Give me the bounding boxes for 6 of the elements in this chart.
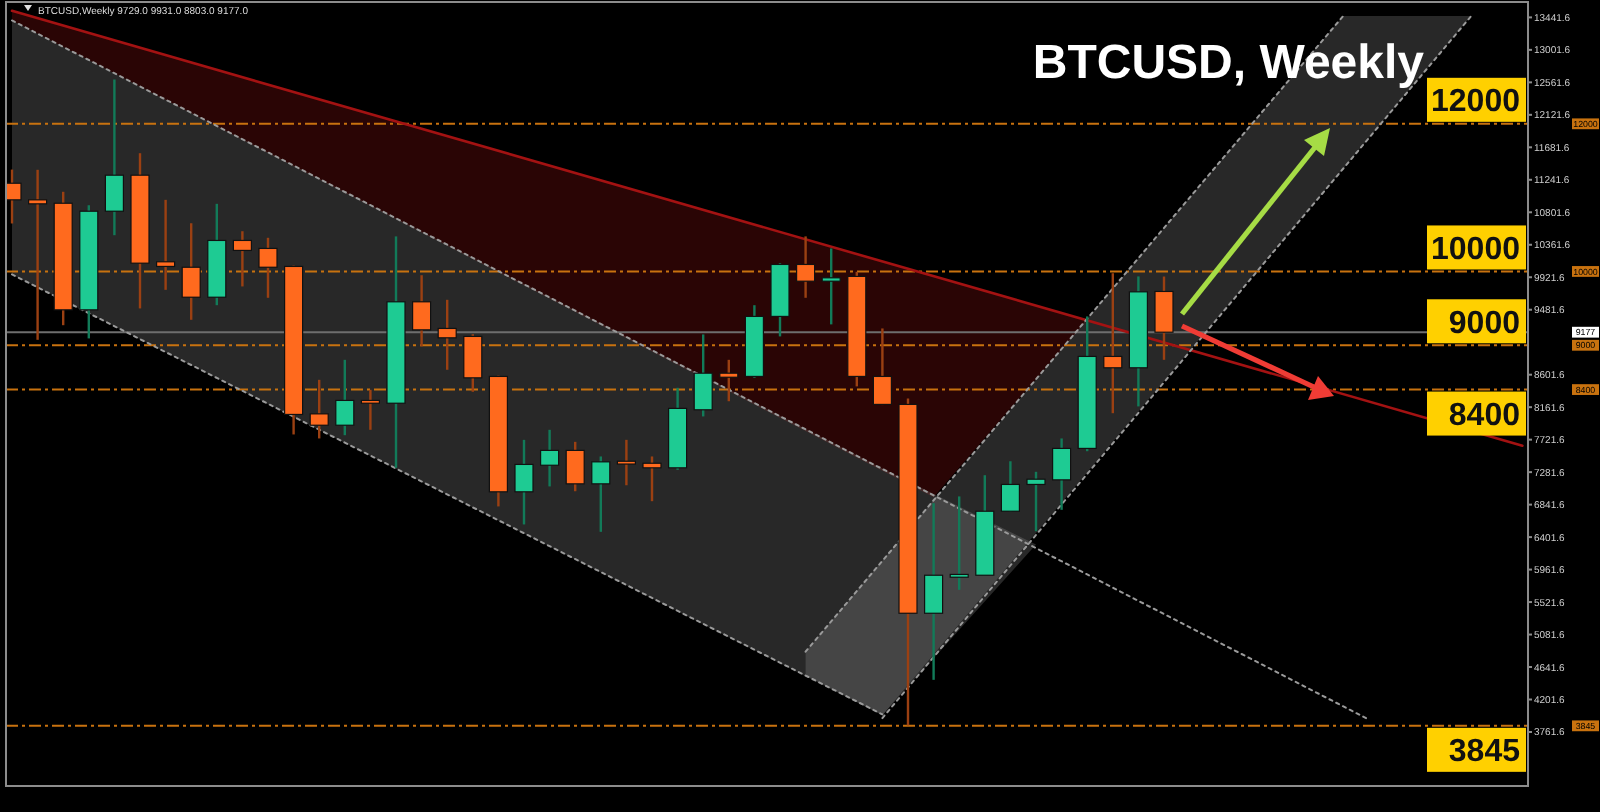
ref-line-label: 9000: [1448, 306, 1521, 341]
ref-line-label: 12000: [1431, 85, 1521, 120]
ref-line-label: 8400: [1448, 399, 1521, 434]
ref-line-label: 10000: [1431, 232, 1521, 267]
ref-line-label: 3845: [1448, 735, 1521, 770]
text: BTCUSD, Weekly: [1032, 36, 1426, 90]
